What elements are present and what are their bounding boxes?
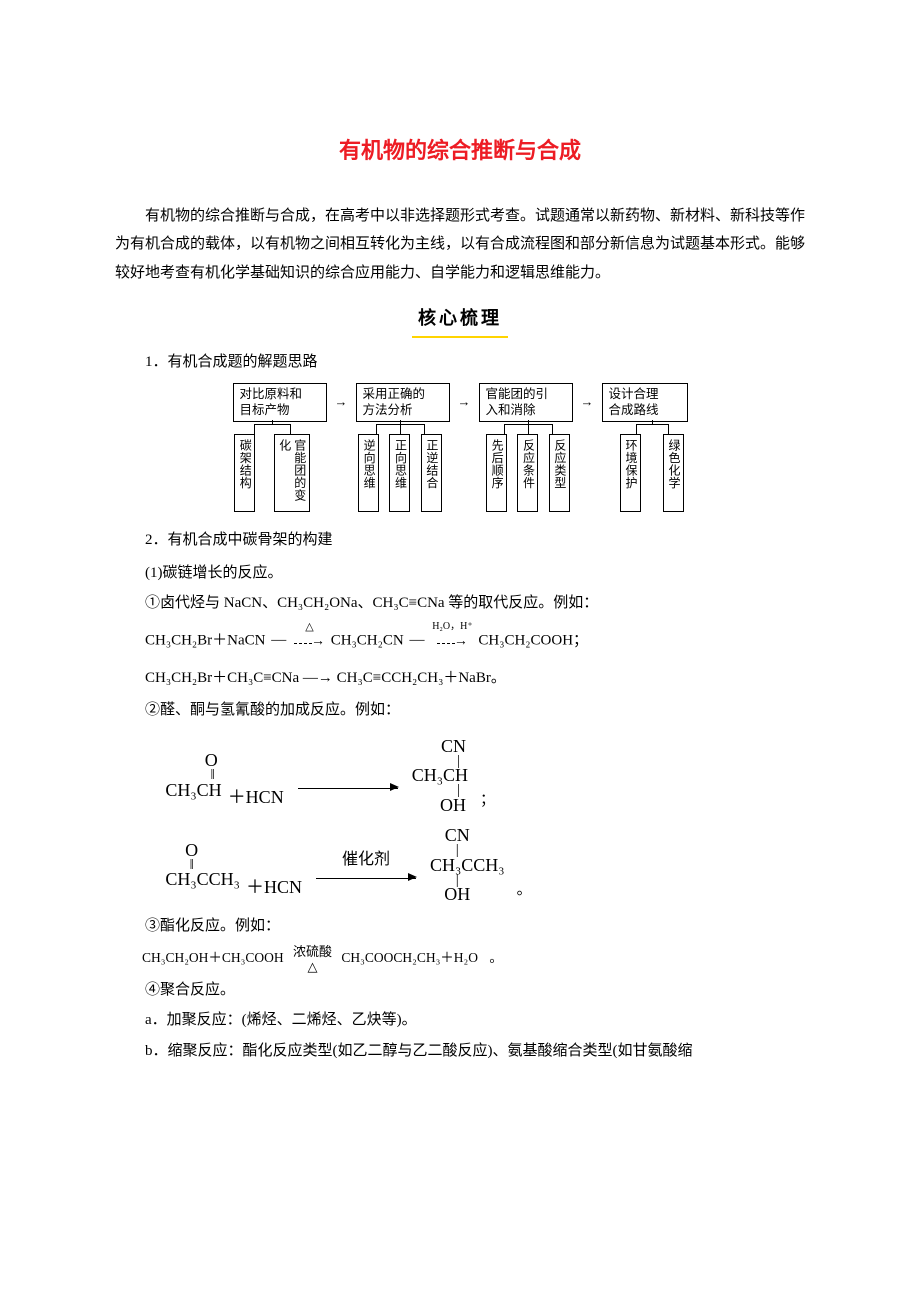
rxn3-cond-bot: △ xyxy=(308,960,318,972)
flow-arrow-icon: → xyxy=(333,394,350,410)
flow-arrow-icon: → xyxy=(579,394,596,410)
s1-right-top: CN xyxy=(441,737,466,756)
structural-formula-2: O ‖ CH₃CCH₃ ＋HCN 催化剂 CN | CH₃CCH₃ | OH 。 xyxy=(165,826,805,904)
flow-sub-box: 碳架结构 xyxy=(234,434,255,512)
rxn1a-left: CH₃CH₂Br＋NaCN xyxy=(145,632,265,648)
flow-top-row: 对比原料和目标产物 → 采用正确的方法分析 → 官能团的引入和消除 → 设计合理合成路线 xyxy=(233,383,688,422)
rxn3-end: 。 xyxy=(489,950,503,965)
rxn1a-mid: CH₃CH₂CN xyxy=(331,632,404,648)
flow-top-box: 官能团的引入和消除 xyxy=(479,383,573,422)
s1-left-base: CH₃CH xyxy=(165,781,221,800)
flow-sub-box: 绿色化学 xyxy=(663,434,684,512)
rxn1a-right: CH₃CH₂COOH； xyxy=(478,632,588,648)
flow-sub-box: 环境保护 xyxy=(620,434,641,512)
flow-sub-box: 反应条件 xyxy=(517,434,538,512)
flow-sub-box: 逆向思维 xyxy=(358,434,379,512)
rxn3-arrow: 浓硫酸 △ xyxy=(293,945,332,972)
flow-sub-box: 先后顺序 xyxy=(486,434,507,512)
structural-formula-1: O ‖ CH₃CH ＋HCN CN | CH₃CH | OH ； xyxy=(165,737,805,815)
section-heading-core: 核心梳理 xyxy=(412,301,508,338)
rxn1a-arrow-1: △ → xyxy=(294,622,325,660)
item-2-1-1: ①卤代烃与 NaCN、CH₃CH₂ONa、CH₃C≡CNa 等的取代反应。例如： xyxy=(115,589,805,618)
s1-plus: ＋HCN xyxy=(228,780,284,814)
flow-top-box: 设计合理合成路线 xyxy=(602,383,688,422)
flow-sub-box: 正逆结合 xyxy=(421,434,442,512)
item-2-1-2: ②醛、酮与氢氰酸的加成反应。例如： xyxy=(115,696,805,725)
section-heading-wrap: 核心梳理 xyxy=(115,301,805,338)
s2-left-base: CH₃CCH₃ xyxy=(165,870,240,889)
flow-arrow-icon: → xyxy=(456,394,473,410)
synthesis-strategy-flowchart: 对比原料和目标产物 → 采用正确的方法分析 → 官能团的引入和消除 → 设计合理合成路线 碳… xyxy=(115,383,805,512)
rxn3-right: CH₃COOCH₂CH₃＋H₂O xyxy=(341,950,478,965)
reaction-1b: CH₃CH₂Br＋CH₃C≡CNa —→ CH₃C≡CCH₂CH₃＋NaBr。 xyxy=(145,664,805,693)
item-2-1-4: ④聚合反应。 xyxy=(115,976,805,1005)
item-2-1: (1)碳链增长的反应。 xyxy=(115,559,805,588)
s1-right-bot: OH xyxy=(440,796,466,815)
flow-sub-box: 正向思维 xyxy=(389,434,410,512)
s2-end: 。 xyxy=(517,876,532,905)
flow-sub-box: 官能团的变化 xyxy=(274,434,310,512)
rxn1a-cond-2: H₂O，H⁺ xyxy=(432,622,472,634)
s1-end: ； xyxy=(480,786,495,815)
s1-arrow xyxy=(298,762,398,789)
flow-bottom-row: 碳架结构官能团的变化 逆向思维正向思维正逆结合 先后顺序反应条件反应类型 环境保护 绿色… xyxy=(225,424,695,512)
intro-paragraph: 有机物的综合推断与合成，在高考中以非选择题形式考查。试题通常以新药物、新材料、新… xyxy=(115,202,805,288)
rxn1a-arrow-2: H₂O，H⁺ → xyxy=(432,622,472,660)
item-2: 2．有机合成中碳骨架的构建 xyxy=(115,526,805,555)
s2-arrow-label: 催化剂 xyxy=(342,852,390,870)
reaction-1a: CH₃CH₂Br＋NaCN — △ → CH₃CH₂CN — H₂O，H⁺ → … xyxy=(145,622,805,660)
rxn3-cond-top: 浓硫酸 xyxy=(293,945,332,957)
flow-top-box: 对比原料和目标产物 xyxy=(233,383,327,422)
s2-right-bot: OH xyxy=(444,885,470,904)
s2-right-base: CH₃CCH₃ xyxy=(430,856,505,875)
item-2-1-4b: b．缩聚反应：酯化反应类型(如乙二醇与乙二酸反应)、氨基酸缩合类型(如甘氨酸缩 xyxy=(115,1037,805,1066)
rxn1a-cond-1: △ xyxy=(305,622,313,634)
flow-sub-box: 反应类型 xyxy=(549,434,570,512)
item-2-1-3: ③酯化反应。例如： xyxy=(115,912,805,941)
item-1: 1．有机合成题的解题思路 xyxy=(115,348,805,377)
s2-plus: ＋HCN xyxy=(246,870,302,904)
s2-arrow: 催化剂 xyxy=(316,852,416,879)
reaction-3: CH₃CH₂OH＋CH₃COOH 浓硫酸 △ CH₃COOCH₂CH₃＋H₂O … xyxy=(142,945,805,972)
item-2-1-4a: a．加聚反应：(烯烃、二烯烃、乙炔等)。 xyxy=(115,1006,805,1035)
rxn3-left: CH₃CH₂OH＋CH₃COOH xyxy=(142,950,284,965)
flow-top-box: 采用正确的方法分析 xyxy=(356,383,450,422)
page-title: 有机物的综合推断与合成 xyxy=(115,130,805,172)
